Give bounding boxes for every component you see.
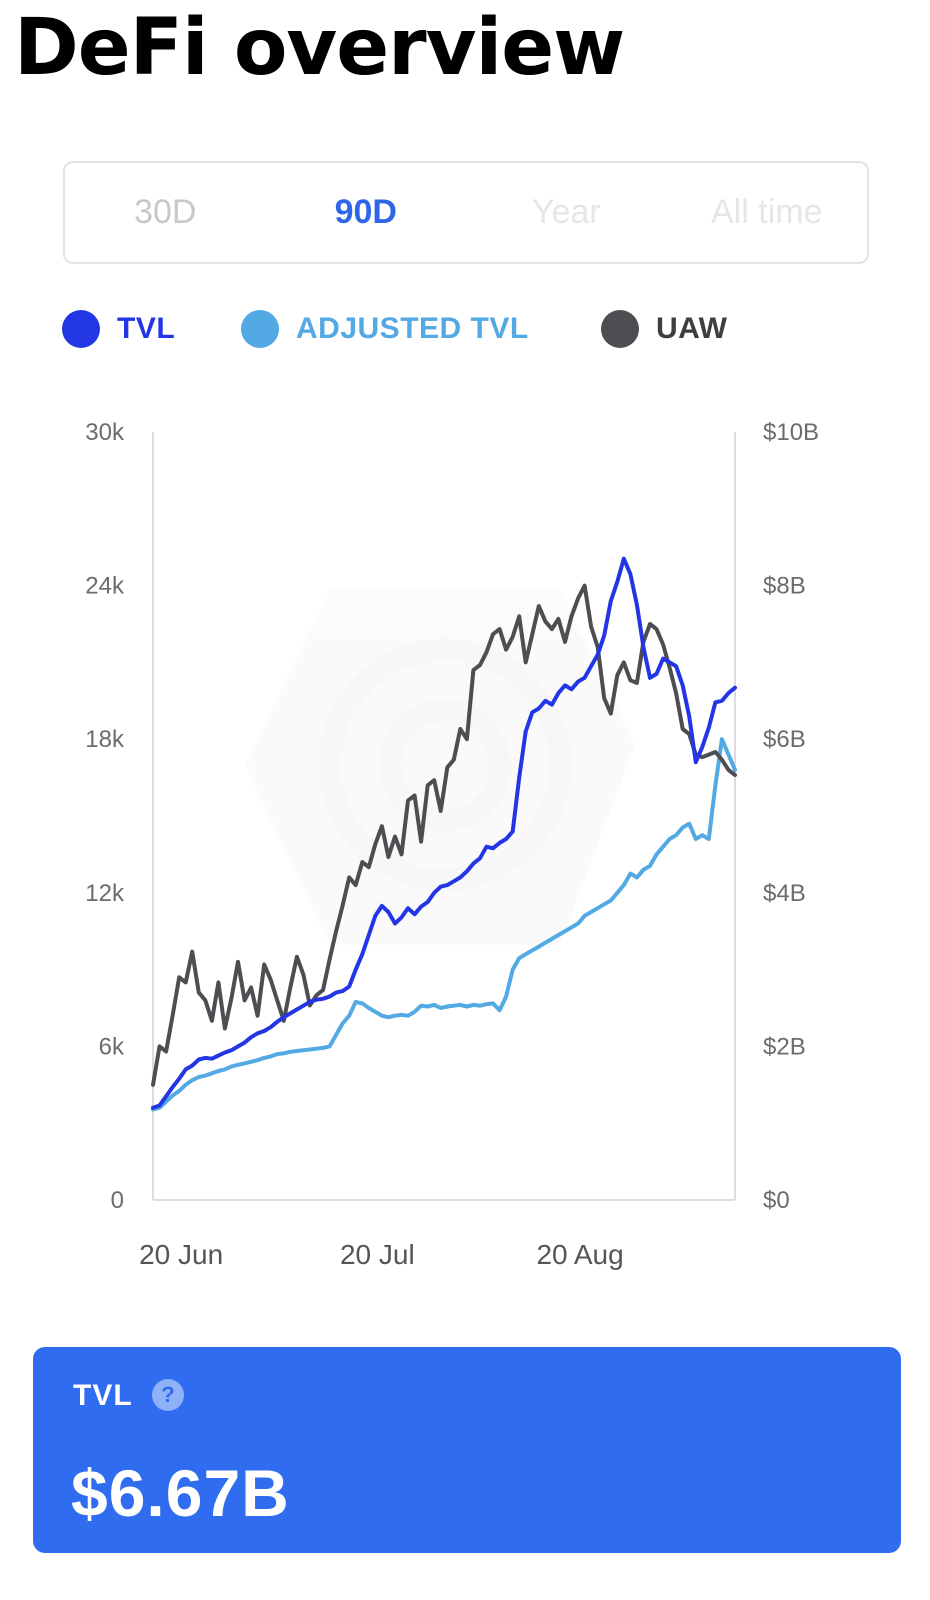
y-right-tick-label: $8B: [763, 573, 806, 600]
y-right-tick-label: $10B: [763, 419, 819, 446]
y-right-tick-label: $4B: [763, 880, 806, 907]
watermark-logo: [245, 590, 635, 945]
legend-item-tvl[interactable]: TVL: [62, 310, 175, 348]
tvl-card-value: $6.67B: [71, 1456, 290, 1530]
y-left-tick-label: 18k: [85, 726, 125, 753]
help-circle-icon[interactable]: ?: [152, 1379, 184, 1411]
page-title: DeFi overview: [14, 3, 625, 93]
legend-dot-tvl: [62, 310, 100, 348]
y-left-tick-label: 0: [111, 1187, 124, 1214]
range-selector: 30D 90D Year All time: [63, 161, 869, 264]
x-tick-label: 20 Jun: [139, 1239, 223, 1270]
legend-dot-adjusted-tvl: [241, 310, 279, 348]
legend-item-adjusted-tvl[interactable]: ADJUSTED TVL: [241, 310, 529, 348]
y-left-tick-label: 12k: [85, 880, 125, 907]
y-right-tick-label: $6B: [763, 726, 806, 753]
legend-item-uaw[interactable]: UAW: [601, 310, 728, 348]
tab-all-time[interactable]: All time: [711, 193, 823, 231]
y-right-tick-label: $2B: [763, 1033, 806, 1060]
y-left-tick-label: 6k: [99, 1033, 125, 1060]
series-line-adjusted-tvl: [151, 737, 737, 1112]
tvl-card-label: TVL: [73, 1379, 133, 1412]
legend-dot-uaw: [601, 310, 639, 348]
chart-axes: [152, 432, 736, 1201]
line-chart: 30k 24k 18k 12k 6k 0 $10B $8B $6B $4B $2B $0 20 Jun 2…: [85, 419, 819, 1270]
x-tick-label: 20 Aug: [536, 1239, 623, 1270]
legend-label-tvl: TVL: [117, 312, 176, 345]
legend-label-adjusted-tvl: ADJUSTED TVL: [296, 312, 529, 345]
tab-year[interactable]: Year: [531, 193, 601, 231]
chart-legend: TVL ADJUSTED TVL UAW: [0, 310, 930, 354]
series-line-uaw: [151, 583, 737, 1087]
series-line-tvl: [151, 556, 737, 1110]
y-left-tick-label: 30k: [85, 419, 125, 446]
tab-30d[interactable]: 30D: [134, 193, 197, 231]
x-tick-label: 20 Jul: [340, 1239, 415, 1270]
tab-90d[interactable]: 90D: [334, 193, 397, 231]
series-layer: [151, 556, 737, 1112]
y-left-tick-label: 24k: [85, 573, 125, 600]
tick-layer: 30k 24k 18k 12k 6k 0 $10B $8B $6B $4B $2B $0 20 Jun 2…: [85, 419, 819, 1270]
legend-label-uaw: UAW: [656, 312, 728, 345]
y-right-tick-label: $0: [763, 1187, 790, 1214]
tvl-card: TVL ? $6.67B: [33, 1347, 901, 1553]
